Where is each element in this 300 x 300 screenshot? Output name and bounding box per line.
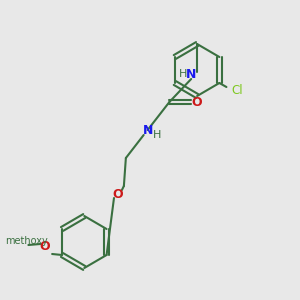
Text: N: N — [142, 124, 153, 136]
Text: H: H — [153, 130, 162, 140]
Text: O: O — [39, 241, 50, 254]
Text: O: O — [192, 95, 203, 109]
Text: Cl: Cl — [231, 83, 243, 97]
Text: H: H — [179, 69, 188, 79]
Text: O: O — [112, 188, 123, 200]
Text: N: N — [186, 68, 196, 80]
Text: methoxy: methoxy — [5, 236, 48, 246]
